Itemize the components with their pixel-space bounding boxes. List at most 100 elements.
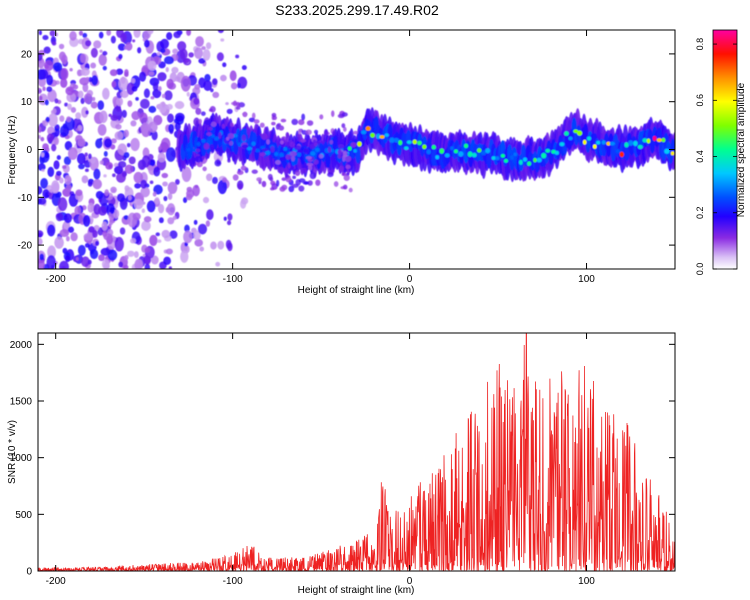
spectrogram-scatter-blob — [206, 132, 212, 136]
spectrogram-noise-blob — [134, 258, 144, 269]
colorbar-tick-label: 0.4 — [695, 150, 705, 163]
spectrogram-scatter-blob — [350, 142, 357, 148]
spectrogram-ridge-peak — [476, 148, 482, 153]
spectrogram-ridge-peak — [559, 142, 565, 147]
spectrogram-noise-blob — [199, 246, 205, 252]
spectrogram-ridge-peak — [403, 146, 409, 150]
spectrogram-scatter-blob — [238, 102, 245, 108]
spectrogram-noise-blob — [123, 129, 129, 138]
spectrogram-ridge-peak — [467, 151, 473, 157]
spectrogram-scatter-blob — [341, 123, 346, 129]
spectrogram-noise-blob — [126, 82, 135, 95]
spectrogram-scatter-blob — [215, 147, 220, 152]
spectrogram-scatter-blob — [209, 106, 216, 113]
spectrogram-noise-blob — [98, 53, 107, 66]
spectrogram-noise-blob — [156, 51, 161, 56]
snr-xtick-label: 0 — [407, 576, 413, 587]
spectrogram-ridge-peak — [624, 142, 629, 148]
spectrogram-noise-blob — [198, 58, 206, 64]
spectrogram-noise-blob — [146, 200, 156, 213]
spectrogram-noise-blob — [116, 193, 126, 202]
spectrogram-noise-blob — [217, 30, 224, 34]
spectrogram-noise-blob — [202, 166, 207, 172]
spectrogram-noise-blob — [163, 256, 172, 266]
spectrogram-noise-blob — [157, 72, 167, 82]
spectrogram-noise-blob — [143, 88, 150, 99]
spectrogram-noise-blob — [56, 170, 62, 176]
colorbar: 0.0 0.2 0.4 0.6 0.8 Normalized spectral ampl… — [695, 29, 747, 275]
snr-xlabel: Height of straight line (km) — [298, 585, 415, 596]
spectrogram-ridge-core — [387, 123, 393, 142]
spectrogram-scatter-blob — [283, 167, 290, 175]
spectrogram-noise-blob — [59, 177, 64, 184]
spectrogram-ridge-peak — [564, 131, 569, 136]
spectrogram-ridge-peak — [450, 146, 454, 151]
spectrogram-scatter-blob — [286, 141, 290, 148]
spectrogram-scatter-blob — [261, 181, 267, 188]
spectrogram-scatter-blob — [300, 167, 308, 174]
spectrogram-noise-blob — [70, 106, 77, 113]
spectrogram-noise-blob — [124, 164, 134, 174]
spectrogram-noise-blob — [92, 178, 102, 190]
spectrogram-noise-blob — [84, 168, 89, 173]
spectrogram-noise-blob — [70, 232, 78, 242]
spectrogram-noise-blob — [38, 30, 42, 36]
spectrogram-scatter-blob — [285, 177, 292, 183]
spectrogram-noise-blob — [194, 47, 203, 59]
spectrogram-scatter-blob — [280, 118, 287, 123]
spectrogram-noise-blob — [143, 255, 151, 265]
spectrogram-noise-blob — [78, 163, 85, 170]
spectrogram-ridge-peak — [246, 146, 253, 151]
spectrogram-noise-blob — [109, 207, 115, 214]
spectrogram-scatter-blob — [261, 132, 268, 140]
spectrogram-noise-blob — [101, 221, 108, 231]
spectrogram-ridge-peak — [426, 149, 431, 155]
spectrogram-noise-blob — [166, 203, 176, 216]
spectrogram-scatter-blob — [277, 166, 285, 174]
spectrogram-noise-blob — [124, 45, 128, 50]
spectrogram-noise-blob — [127, 100, 133, 107]
spectrogram-noise-blob — [105, 162, 114, 170]
spectrogram-scatter-blob — [348, 187, 353, 193]
spectrogram-noise-blob — [227, 213, 233, 221]
spectrogram-noise-blob — [65, 236, 70, 242]
spectrogram-marks — [38, 30, 675, 269]
spectrogram-scatter-blob — [288, 185, 295, 193]
spectrogram-ylabel: Frequency (Hz) — [7, 116, 18, 185]
spectrogram-noise-blob — [160, 48, 166, 54]
spectrogram-scatter-blob — [197, 125, 202, 131]
spectrogram-noise-blob — [123, 264, 129, 269]
spectrogram-noise-blob — [171, 66, 179, 74]
spectrogram-scatter-blob — [291, 118, 299, 126]
spectrogram-noise-blob — [95, 138, 103, 149]
spectrogram-scatter-blob — [301, 113, 306, 121]
spectrogram-scatter-blob — [297, 128, 302, 136]
spectrogram-noise-blob — [158, 101, 167, 114]
spectrogram-noise-blob — [127, 194, 132, 201]
spectrogram-scatter-blob — [198, 118, 202, 125]
snr-frame — [37, 332, 676, 572]
spectrogram-noise-blob — [162, 181, 168, 187]
spectrogram-noise-blob — [77, 137, 86, 147]
spectrogram-noise-blob — [215, 261, 221, 267]
spectrogram-scatter-blob — [300, 138, 307, 143]
spectrogram-noise-blob — [81, 175, 89, 184]
spectrogram-noise-blob — [183, 230, 193, 244]
spectrogram-noise-blob — [225, 102, 229, 106]
spectrogram-noise-blob — [121, 170, 127, 178]
spectrogram-ridge-peak — [522, 157, 528, 162]
spectrogram-ridge-peak — [186, 147, 191, 152]
spectrogram-ridge-peak — [314, 147, 320, 153]
spectrogram-ridge-peak — [633, 140, 638, 147]
spectrogram-noise-blob — [60, 68, 69, 80]
spectrogram-noise-blob — [40, 136, 45, 142]
spectrogram-noise-blob — [139, 71, 147, 82]
spectrogram-noise-blob — [188, 52, 194, 58]
spectrogram-scatter-blob — [327, 172, 334, 178]
spectrogram-noise-blob — [38, 197, 47, 205]
spectrogram-scatter-blob — [309, 172, 317, 180]
spectrogram-noise-blob — [76, 128, 80, 132]
spectrogram-scatter-blob — [294, 145, 302, 151]
spectrogram-noise-blob — [166, 78, 174, 89]
spectrogram-noise-blob — [97, 100, 105, 111]
